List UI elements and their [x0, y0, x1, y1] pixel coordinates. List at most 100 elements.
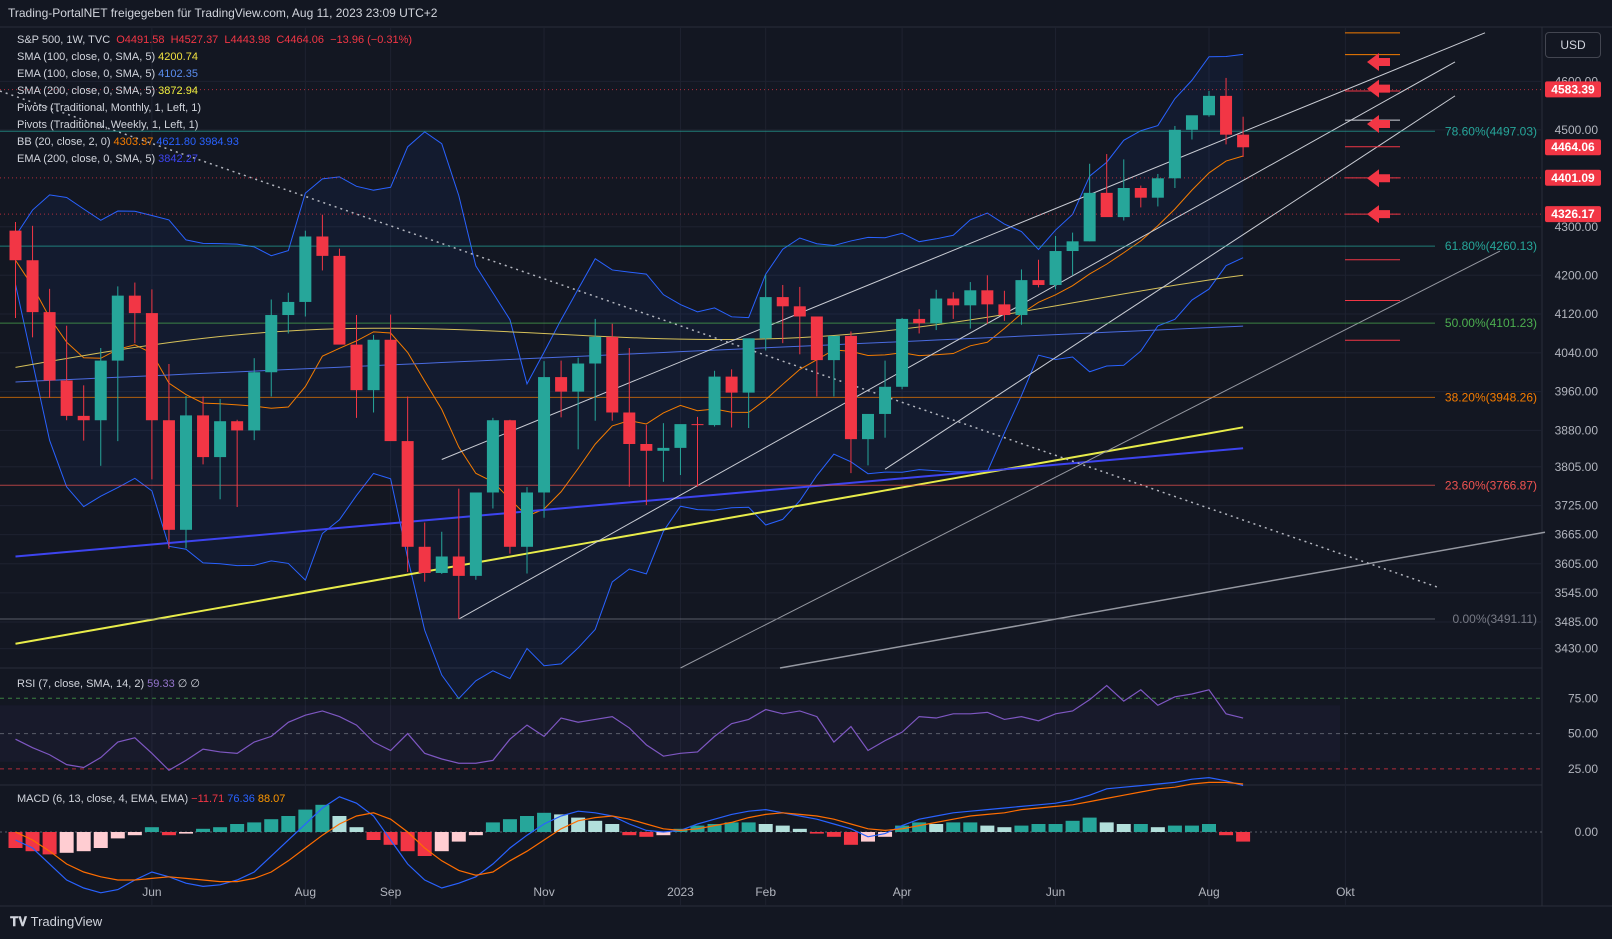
candle-body	[214, 421, 227, 458]
candle-body	[674, 424, 687, 448]
price-tick-label: 3430.00	[1555, 642, 1599, 656]
macd-histogram-bar	[434, 832, 449, 852]
price-tick-label: 3880.00	[1555, 423, 1599, 437]
trend-line-inner	[884, 95, 1456, 470]
macd-histogram-bar	[161, 832, 176, 836]
price-tick-label: 3545.00	[1555, 586, 1599, 600]
macd-histogram-bar	[520, 816, 534, 832]
macd-histogram-bar	[93, 832, 108, 848]
candle-body	[26, 260, 39, 313]
time-tick-label: Apr	[893, 885, 912, 899]
legend-macd-v1: −11.71	[191, 793, 225, 805]
candle-body	[998, 304, 1011, 316]
price-label-text: 4326.17	[1551, 207, 1595, 221]
candle-body	[1185, 115, 1198, 130]
macd-line	[15, 776, 1244, 894]
macd-signal-line	[15, 781, 1244, 883]
candle-body	[197, 415, 210, 458]
candle-body	[111, 295, 124, 361]
legend-close: C4464.06	[276, 34, 325, 46]
legend-bb[interactable]: BB (20, close, 2, 0) 4303.37 4621.80 3984.9…	[17, 136, 239, 148]
macd-histogram-bar	[980, 825, 995, 832]
legend-rsi[interactable]: RSI (7, close, SMA, 14, 2) 59.33 ∅ ∅	[17, 677, 200, 690]
macd-histogram-bar	[468, 832, 483, 836]
candle-body	[1083, 192, 1096, 242]
macd-histogram-bar	[502, 819, 517, 832]
candle-body	[981, 290, 994, 305]
price-label-text: 4583.39	[1551, 82, 1595, 96]
candle-body	[94, 360, 107, 421]
legend-macd-v3: 88.07	[257, 793, 286, 805]
legend-pivots-weekly[interactable]: Pivots (Traditional, Weekly, 1, Left, 1)	[17, 119, 198, 131]
legend-sma100-label: SMA (100, close, 0, SMA, 5)	[17, 51, 156, 63]
rsi-tick-label: 50.00	[1568, 727, 1598, 741]
currency-button[interactable]: USD	[1545, 32, 1601, 58]
macd-histogram-bar	[451, 832, 466, 842]
tradingview-logo-icon: 𝐓𝐕	[10, 914, 31, 929]
candle-body	[145, 313, 158, 421]
candle-body	[9, 230, 22, 261]
bollinger-upper	[15, 53, 1244, 386]
macd-histogram-bar	[588, 820, 603, 832]
candle-body	[827, 335, 840, 361]
legend-sma100[interactable]: SMA (100, close, 0, SMA, 5) 4200.74	[17, 51, 198, 63]
candle-body	[844, 335, 857, 440]
candle-body	[316, 236, 329, 256]
legend-rsi-label: RSI (7, close, SMA, 14, 2)	[17, 678, 145, 690]
legend-open: O4491.58	[116, 34, 165, 46]
footer-brand-label: TradingView	[30, 914, 103, 929]
candle-body	[947, 298, 960, 306]
legend-ema200[interactable]: EMA (200, close, 0, SMA, 5) 3842.27	[17, 153, 198, 165]
macd-histogram-bar	[298, 809, 313, 832]
legend-sma200[interactable]: SMA (200, close, 0, SMA, 5) 3872.94	[17, 85, 198, 97]
legend-macd-label: MACD (6, 13, close, 4, EMA, EMA)	[17, 793, 189, 805]
arrow-left-icon	[1367, 79, 1390, 98]
dotted-downtrend-line	[0, 90, 1441, 589]
legend-symbol-name: S&P 500, 1W, TVC	[17, 34, 111, 46]
fib-level-label: 0.00%(3491.11)	[1452, 612, 1537, 626]
candle-body	[452, 556, 465, 576]
macd-histogram-bar	[1116, 824, 1131, 832]
candle-body	[231, 421, 244, 431]
macd-histogram-bar	[59, 832, 74, 853]
candle-body	[384, 339, 397, 442]
trend-line-mid	[680, 250, 1501, 669]
legend-ema100-value: 4102.35	[158, 68, 198, 80]
macd-histogram-bar	[1048, 824, 1063, 832]
macd-histogram-bar	[110, 832, 125, 839]
price-tick-label: 3805.00	[1555, 460, 1599, 474]
legend-rsi-value: 59.33	[147, 678, 175, 690]
price-label-box	[1545, 139, 1601, 156]
price-tick-label: 3605.00	[1555, 557, 1599, 571]
candle-body	[1151, 178, 1164, 198]
macd-histogram-bar	[247, 822, 262, 832]
legend-ema200-label: EMA (200, close, 0, SMA, 5)	[17, 153, 156, 165]
price-tick-label: 4200.00	[1555, 268, 1599, 282]
price-tick-label: 3485.00	[1555, 615, 1599, 629]
price-label-box	[1545, 169, 1601, 186]
time-tick-label: Jun	[1046, 885, 1065, 899]
candle-body	[606, 336, 619, 413]
trend-channel-lower	[458, 61, 1456, 620]
macd-histogram-bar	[1202, 824, 1216, 832]
macd-histogram-bar	[400, 832, 415, 852]
candle-body	[1049, 251, 1062, 285]
candle-body	[401, 441, 414, 547]
bollinger-lower	[15, 257, 1244, 700]
candle-body	[793, 306, 806, 317]
time-tick-label: Aug	[295, 885, 316, 899]
candle-body	[1066, 241, 1079, 252]
legend-macd-v2: 76.36	[227, 793, 255, 805]
legend-ema100[interactable]: EMA (100, close, 0, SMA, 5) 4102.35	[17, 68, 198, 80]
macd-histogram-bar	[1236, 832, 1251, 842]
footer-brand[interactable]: 𝐓𝐕 TradingView	[10, 914, 102, 930]
macd-histogram-bar	[485, 822, 500, 832]
legend-macd[interactable]: MACD (6, 13, close, 4, EMA, EMA) −11.71 76…	[17, 793, 285, 805]
legend-pivots-monthly[interactable]: Pivots (Traditional, Monthly, 1, Left, 1…	[17, 102, 201, 114]
macd-histogram-bar	[366, 832, 381, 840]
candle-body	[1032, 280, 1045, 285]
macd-histogram-bar	[639, 832, 654, 837]
candle-body	[589, 336, 602, 364]
